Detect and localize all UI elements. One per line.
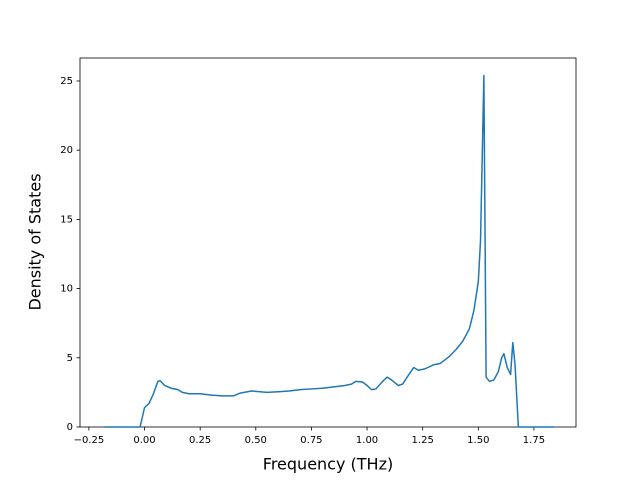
x-tick-label: 1.75 bbox=[523, 435, 545, 446]
x-tick-label: 0.25 bbox=[189, 435, 211, 446]
x-tick-label: 0.75 bbox=[300, 435, 322, 446]
x-tick-label: 1.00 bbox=[356, 435, 378, 446]
x-tick-label: 1.50 bbox=[467, 435, 489, 446]
x-tick-label: 0.50 bbox=[245, 435, 267, 446]
y-tick-label: 20 bbox=[60, 145, 73, 156]
x-tick-label: 1.25 bbox=[412, 435, 434, 446]
data-line bbox=[104, 74, 554, 428]
y-tick-label: 10 bbox=[60, 284, 73, 295]
x-tick-label: 0.00 bbox=[133, 435, 155, 446]
x-axis-label: Frequency (THz) bbox=[263, 455, 393, 474]
y-tick-label: 15 bbox=[60, 214, 73, 225]
plot-frame bbox=[79, 57, 577, 428]
y-tick-label: 5 bbox=[67, 353, 73, 364]
y-tick-label: 25 bbox=[60, 76, 73, 87]
y-axis-label: Density of States bbox=[26, 173, 45, 310]
y-tick-label: 0 bbox=[67, 422, 73, 433]
x-tick-label: −0.25 bbox=[74, 435, 105, 446]
